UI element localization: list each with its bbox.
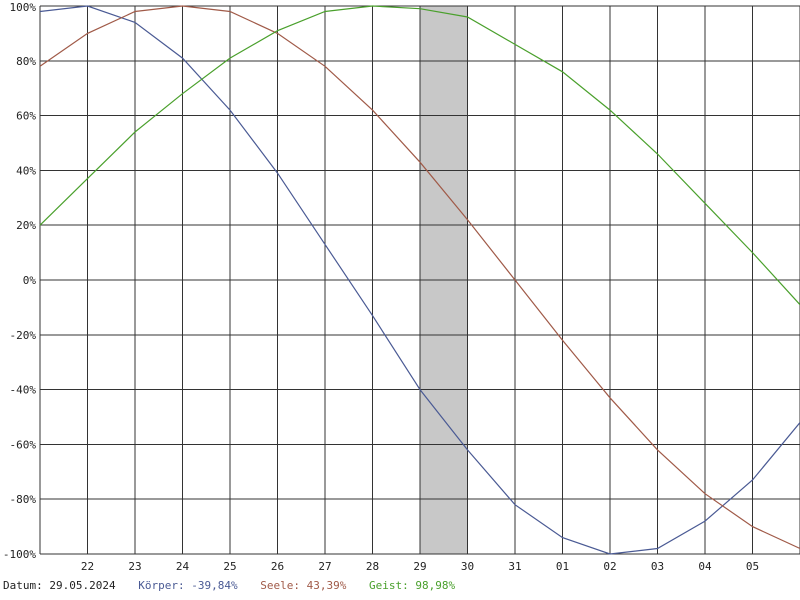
datum-value: 29.05.2024 [49, 579, 116, 592]
x-tick-label: 25 [223, 560, 236, 573]
x-tick-label: 29 [413, 560, 426, 573]
y-tick-label: 40% [16, 164, 36, 177]
x-tick-label: 26 [271, 560, 284, 573]
koerper-value: -39,84% [191, 579, 238, 592]
seele-label: Seele: [260, 579, 300, 592]
x-tick-label: 03 [651, 560, 664, 573]
grid [39, 5, 800, 555]
y-tick-label: -40% [10, 384, 37, 397]
series-line-seele [39, 5, 800, 550]
y-tick-label: 100% [10, 1, 37, 14]
geist-label: Geist: [368, 579, 409, 592]
y-tick-label: 80% [16, 55, 36, 68]
y-tick-label: 0% [23, 274, 37, 287]
y-tick-label: -80% [10, 493, 37, 506]
y-tick-label: -100% [3, 548, 36, 561]
biorhythm-chart: 100%80%60%40%20%0%-20%-40%-60%-80%-100% … [3, 1, 800, 573]
y-axis-ticks: 100% 80% 60% 40% 20% 0% -20% -40% -60% -80% -100% [3, 1, 36, 561]
x-tick-label: 28 [366, 560, 379, 573]
x-axis-ticks: 22 23 24 25 26 27 28 29 30 31 01 02 03 04 05 [81, 560, 759, 573]
y-tick-label: 60% [16, 110, 36, 123]
series-line-koerper [39, 5, 800, 555]
koerper-label: Körper: [138, 579, 185, 592]
y-tick-label: -20% [10, 329, 37, 342]
y-tick-label: 20% [16, 219, 36, 232]
y-tick-label: -60% [10, 438, 37, 451]
x-tick-label: 31 [508, 560, 521, 573]
x-tick-label: 04 [698, 560, 712, 573]
series-line-geist [39, 5, 800, 306]
x-tick-label: 22 [81, 560, 94, 573]
datum-label: Datum: [3, 579, 43, 592]
x-tick-label: 23 [128, 560, 141, 573]
geist-value: 98,98% [415, 579, 456, 592]
x-tick-label: 30 [461, 560, 474, 573]
x-tick-label: 02 [603, 560, 616, 573]
x-tick-label: 05 [746, 560, 759, 573]
x-tick-label: 01 [556, 560, 569, 573]
x-tick-label: 24 [176, 560, 190, 573]
x-tick-label: 27 [318, 560, 331, 573]
series-lines [39, 5, 800, 555]
legend-footer: Datum: 29.05.2024 Körper: -39,84% Seele:… [3, 579, 455, 592]
seele-value: 43,39% [306, 579, 347, 592]
